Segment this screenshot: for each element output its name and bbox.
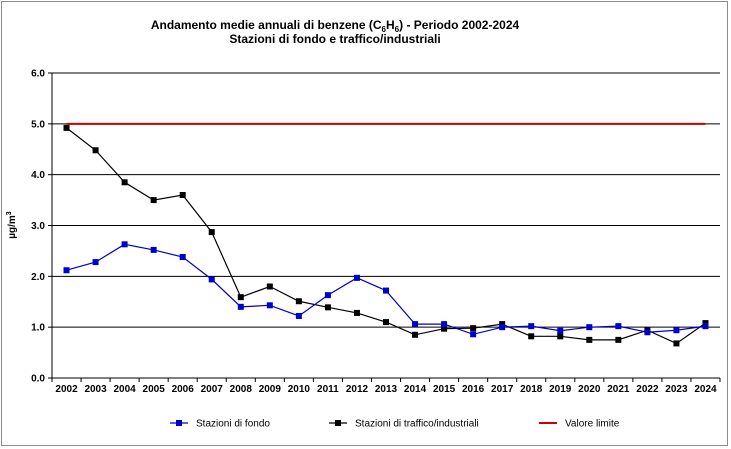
- x-tick-label: 2016: [462, 384, 485, 395]
- y-tick-label: 1.0: [31, 323, 45, 334]
- data-point: [179, 192, 186, 198]
- data-point: [353, 309, 360, 316]
- x-tick-label: 2012: [346, 384, 369, 395]
- data-point: [412, 321, 419, 328]
- data-point: [586, 324, 593, 331]
- data-point: [208, 276, 215, 283]
- data-point: [150, 197, 157, 204]
- series-line-1: [66, 127, 706, 345]
- data-point: [324, 292, 331, 299]
- data-point: [266, 283, 273, 290]
- x-axis-ticks: 2002 2003 2004 2005 2006 2007 2008 2009 2010 2011…: [51, 378, 721, 395]
- x-tick-label: 2023: [665, 384, 688, 395]
- data-point: [586, 336, 593, 343]
- data-point: [441, 321, 448, 328]
- data-point: [644, 329, 651, 336]
- data-point: [528, 323, 535, 330]
- x-tick-label: 2021: [607, 384, 630, 395]
- y-axis-label: µg/m3: [6, 211, 18, 239]
- y-axis-ticks: 0.0 1.0 2.0 3.0 4.0 5.0 6.0: [31, 69, 52, 385]
- data-point: [557, 333, 564, 340]
- x-tick-label: 2015: [433, 384, 456, 395]
- data-point: [702, 320, 709, 327]
- data-point: [237, 303, 244, 310]
- data-point: [63, 267, 70, 274]
- x-tick-label: 2017: [491, 384, 514, 395]
- x-tick-label: 2022: [636, 384, 659, 395]
- data-point: [92, 147, 99, 154]
- x-tick-label: 2006: [172, 384, 195, 395]
- data-point: [499, 321, 506, 328]
- x-tick-label: 2019: [549, 384, 572, 395]
- x-tick-label: 2004: [113, 384, 136, 395]
- legend-label: Stazioni di fondo: [196, 419, 270, 430]
- legend-label: Stazioni di traffico/industriali: [355, 419, 479, 430]
- legend-label: Valore limite: [565, 419, 620, 430]
- data-point: [441, 325, 448, 332]
- x-tick-label: 2013: [375, 384, 398, 395]
- data-point: [179, 254, 186, 261]
- x-tick-label: 2011: [317, 384, 339, 395]
- data-point: [237, 294, 244, 301]
- data-point: [92, 259, 99, 266]
- data-point: [673, 327, 680, 334]
- data-point: [383, 287, 389, 294]
- data-point: [121, 241, 128, 248]
- data-point: [150, 246, 157, 253]
- data-point: [702, 323, 709, 330]
- x-tick-label: 2003: [84, 384, 107, 395]
- x-tick-label: 2024: [694, 384, 717, 395]
- y-tick-label: 2.0: [31, 272, 45, 283]
- y-tick-label: 0.0: [31, 374, 45, 385]
- data-point: [528, 333, 535, 340]
- data-point: [557, 327, 564, 334]
- x-tick-label: 2020: [578, 384, 601, 395]
- y-tick-label: 3.0: [31, 221, 45, 232]
- series-group: [63, 122, 709, 347]
- data-point: [208, 229, 215, 236]
- x-tick-label: 2014: [404, 384, 427, 395]
- legend-swatch-marker: [335, 420, 341, 426]
- x-tick-label: 2009: [259, 384, 282, 395]
- x-tick-label: 2005: [143, 384, 166, 395]
- data-point: [266, 302, 273, 309]
- data-point: [295, 312, 302, 319]
- x-tick-label: 2008: [230, 384, 253, 395]
- data-point: [295, 298, 302, 305]
- chart-title: Andamento medie annuali di benzene (C6H6…: [151, 18, 520, 46]
- legend: Stazioni di fondo Stazioni di traffico/in…: [170, 419, 620, 430]
- y-tick-label: 4.0: [31, 170, 45, 181]
- data-point: [615, 323, 622, 330]
- data-point: [470, 325, 477, 332]
- x-tick-label: 2007: [201, 384, 224, 395]
- data-point: [63, 124, 70, 131]
- data-point: [121, 179, 128, 186]
- data-point: [470, 331, 477, 338]
- chart-title-line1: Andamento medie annuali di benzene (C6H6…: [151, 18, 520, 34]
- data-point: [324, 304, 331, 311]
- data-point: [353, 274, 360, 281]
- x-tick-label: 2018: [520, 384, 543, 395]
- data-point: [673, 340, 680, 347]
- data-point: [412, 331, 419, 338]
- data-point: [615, 336, 622, 343]
- legend-swatch-marker: [176, 420, 182, 426]
- y-tick-label: 5.0: [31, 119, 45, 130]
- chart-title-line2: Stazioni di fondo e traffico/industriali: [229, 32, 440, 46]
- y-tick-label: 6.0: [31, 69, 45, 80]
- data-point: [383, 319, 389, 326]
- x-tick-label: 2002: [55, 384, 78, 395]
- data-point: [499, 324, 506, 331]
- x-tick-label: 2010: [288, 384, 311, 395]
